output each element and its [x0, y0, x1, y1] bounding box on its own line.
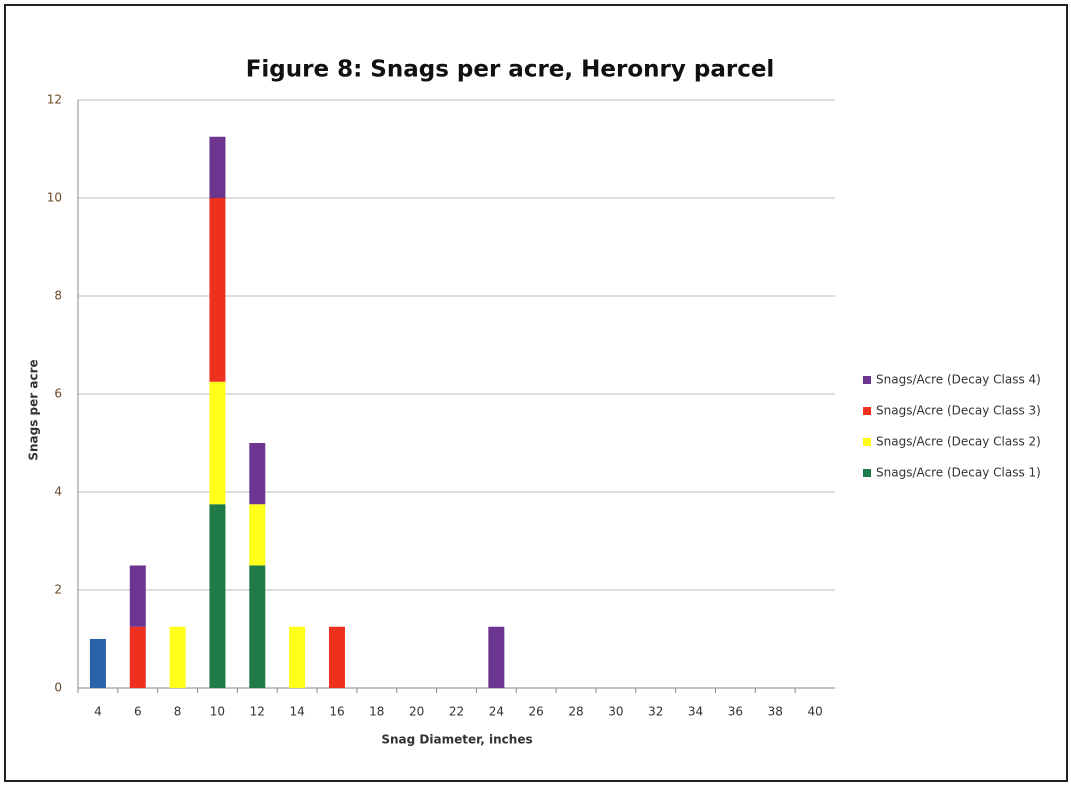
x-tick-label: 32	[648, 705, 663, 719]
bar-segment	[209, 504, 226, 688]
y-tick-label: 12	[47, 93, 62, 107]
frame	[4, 4, 1068, 782]
bar-segment	[488, 626, 505, 688]
bar-segment	[209, 198, 226, 382]
y-tick-label: 8	[54, 289, 62, 303]
chart-title: Figure 8: Snags per acre, Heronry parcel	[246, 57, 775, 83]
x-tick-label: 30	[608, 705, 623, 719]
legend-swatch	[863, 438, 871, 446]
bar-segment	[169, 626, 186, 688]
x-tick-label: 34	[688, 705, 703, 719]
x-axis-label: Snag Diameter, inches	[381, 733, 532, 747]
x-tick-label: 36	[728, 705, 743, 719]
x-tick-label: 8	[174, 705, 182, 719]
x-tick-label: 24	[489, 705, 504, 719]
bar-segment	[289, 626, 306, 688]
x-tick-label: 12	[250, 705, 265, 719]
x-tick-label: 14	[289, 705, 304, 719]
bar-segment	[129, 565, 146, 627]
y-tick-label: 4	[54, 485, 62, 499]
y-tick-label: 10	[47, 191, 62, 205]
x-tick-label: 18	[369, 705, 384, 719]
legend-swatch	[863, 469, 871, 477]
bar-segment	[328, 626, 345, 688]
x-tick-label: 16	[329, 705, 344, 719]
x-tick-label: 26	[529, 705, 544, 719]
x-tick-label: 38	[768, 705, 783, 719]
y-tick-label: 0	[54, 681, 62, 695]
x-tick-label: 20	[409, 705, 424, 719]
legend-swatch	[863, 376, 871, 384]
legend-label: Snags/Acre (Decay Class 4)	[876, 373, 1041, 387]
y-tick-label: 6	[54, 387, 62, 401]
x-tick-label: 22	[449, 705, 464, 719]
bar-segment	[249, 504, 266, 566]
bar-segment	[249, 443, 266, 505]
x-tick-label: 28	[568, 705, 583, 719]
x-tick-label: 4	[94, 705, 102, 719]
bar-segment	[89, 639, 106, 688]
y-axis-label: Snags per acre	[27, 359, 41, 460]
legend-label: Snags/Acre (Decay Class 3)	[876, 404, 1041, 418]
bar-segment	[209, 381, 226, 505]
legend-swatch	[863, 407, 871, 415]
legend-label: Snags/Acre (Decay Class 2)	[876, 435, 1041, 449]
x-tick-label: 10	[210, 705, 225, 719]
bar-segment	[209, 136, 226, 198]
x-tick-label: 40	[807, 705, 822, 719]
legend-label: Snags/Acre (Decay Class 1)	[876, 466, 1041, 480]
x-tick-label: 6	[134, 705, 142, 719]
bar-segment	[129, 626, 146, 688]
bar-segment	[249, 565, 266, 688]
y-tick-label: 2	[54, 583, 62, 597]
